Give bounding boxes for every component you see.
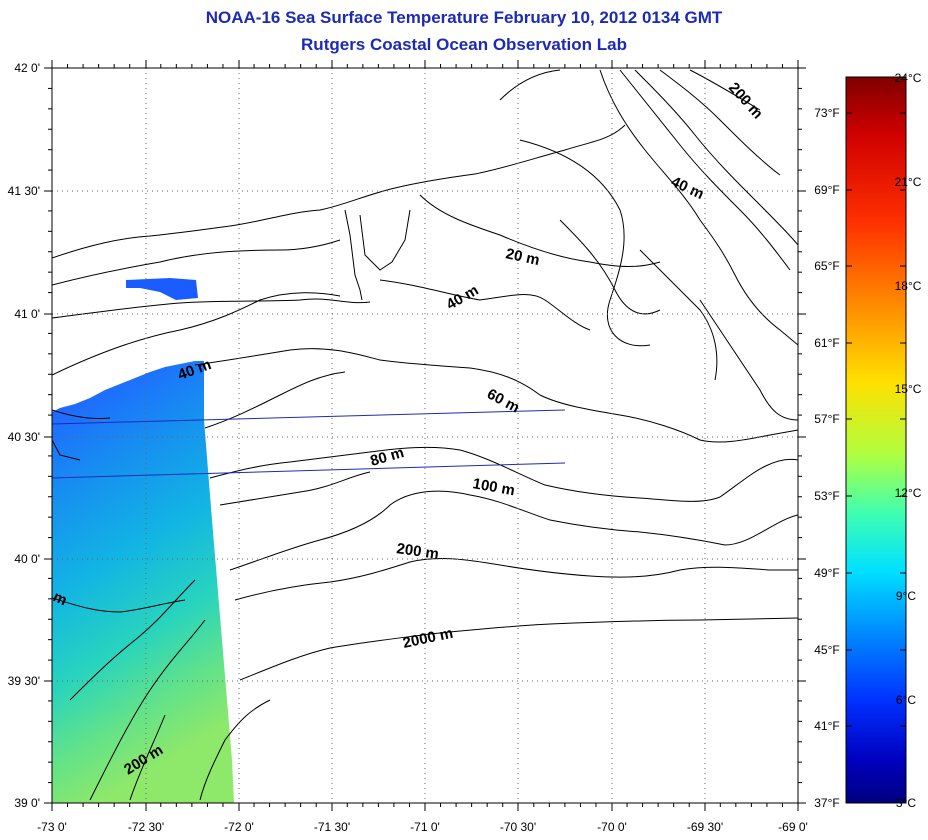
contour-label-40m-ne: 40 m bbox=[668, 173, 706, 203]
bathymetry-contours bbox=[52, 69, 798, 801]
contour-label-100m: 100 m bbox=[471, 475, 516, 499]
celsius-scale: 24°C 21°C 18°C 15°C 12°C 9°C 6°C 3°C bbox=[895, 71, 922, 810]
lat-label-40-30: 40 30' bbox=[8, 430, 40, 444]
temp-f-69: 69°F bbox=[814, 183, 839, 197]
temp-c-21: 21°C bbox=[895, 175, 922, 189]
lon-label-69-30: -69 30' bbox=[687, 820, 723, 834]
temp-c-15: 15°C bbox=[895, 382, 922, 396]
lat-label-40: 40 0' bbox=[14, 552, 40, 566]
temp-f-61: 61°F bbox=[814, 336, 839, 350]
map-subtitle: Rutgers Coastal Ocean Observation Lab bbox=[301, 35, 627, 54]
temp-c-12: 12°C bbox=[895, 486, 922, 500]
temperature-colorbar bbox=[845, 76, 907, 804]
fahrenheit-scale: 73°F 69°F 65°F 61°F 57°F 53°F 49°F 45°F … bbox=[814, 106, 839, 810]
lon-label-70-30: -70 30' bbox=[500, 820, 536, 834]
lat-label-41: 41 0' bbox=[14, 307, 40, 321]
lat-label-39: 39 0' bbox=[14, 796, 40, 810]
temp-f-57: 57°F bbox=[814, 412, 839, 426]
temp-c-6: 6°C bbox=[896, 693, 916, 707]
lon-label-71-30: -71 30' bbox=[314, 820, 350, 834]
lon-label-72-30: -72 30' bbox=[128, 820, 164, 834]
longitude-labels: -73 0' -72 30' -72 0' -71 30' -71 0' -70… bbox=[37, 820, 808, 834]
minor-ticks bbox=[48, 64, 802, 807]
contour-label-200m-ne: 200 m bbox=[725, 79, 766, 122]
temp-f-65: 65°F bbox=[814, 259, 839, 273]
map-title: NOAA-16 Sea Surface Temperature February… bbox=[205, 8, 723, 27]
contour-label-20m: 20 m bbox=[504, 245, 541, 269]
contour-label-80m: 80 m bbox=[368, 444, 406, 470]
lon-label-69: -69 0' bbox=[778, 820, 808, 834]
temp-f-41: 41°F bbox=[814, 719, 839, 733]
contour-label-200m-mid: 200 m bbox=[395, 540, 439, 563]
latitude-labels: 42 0' 41 30' 41 0' 40 30' 40 0' 39 30' 3… bbox=[8, 61, 40, 810]
sst-data-swath bbox=[52, 278, 234, 803]
contour-label-40m-mid: 40 m bbox=[444, 282, 482, 314]
temp-f-73: 73°F bbox=[814, 106, 839, 120]
major-ticks bbox=[44, 60, 806, 811]
temp-f-53: 53°F bbox=[814, 489, 839, 503]
lat-label-39-30: 39 30' bbox=[8, 674, 40, 688]
lon-label-71: -71 0' bbox=[410, 820, 440, 834]
lon-label-72: -72 0' bbox=[224, 820, 254, 834]
lon-label-73: -73 0' bbox=[37, 820, 67, 834]
temp-f-45: 45°F bbox=[814, 643, 839, 657]
temp-f-49: 49°F bbox=[814, 566, 839, 580]
lat-label-41-30: 41 30' bbox=[8, 184, 40, 198]
temp-f-37: 37°F bbox=[814, 796, 839, 810]
temp-c-18: 18°C bbox=[895, 279, 922, 293]
temp-c-24: 24°C bbox=[895, 71, 922, 85]
lat-label-42: 42 0' bbox=[14, 61, 40, 75]
survey-tracks bbox=[51, 409, 566, 479]
contour-label-2000m: 2000 m bbox=[401, 625, 454, 652]
plot-frame bbox=[44, 60, 806, 811]
temp-c-9: 9°C bbox=[896, 589, 916, 603]
contour-label-m-west: m bbox=[50, 588, 69, 609]
lon-label-70: -70 0' bbox=[597, 820, 627, 834]
temp-c-3: 3°C bbox=[896, 796, 916, 810]
